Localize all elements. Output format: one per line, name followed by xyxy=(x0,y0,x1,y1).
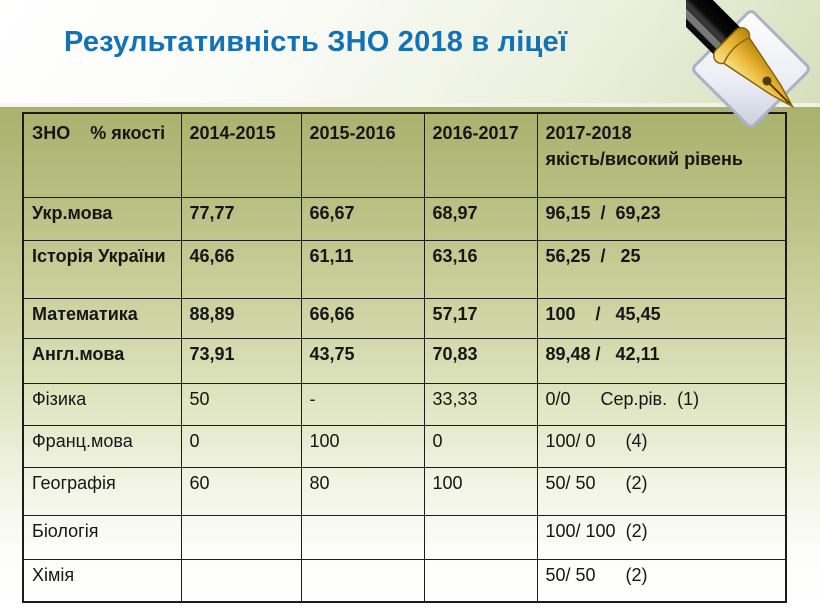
table-row: Математика 88,89 66,66 57,17 100 / 45,45 xyxy=(22,297,787,339)
cell-value: 80 xyxy=(300,466,425,516)
cell-value: 89,48 / 42,11 xyxy=(536,337,787,384)
cell-value: 50/ 50 (2) xyxy=(536,558,787,603)
cell-value: 33,33 xyxy=(423,382,538,426)
cell-value: 56,25 / 25 xyxy=(536,239,787,299)
header-year-2016-2017: 2016-2017 xyxy=(423,112,538,198)
table-row: Біологія 100/ 100 (2) xyxy=(22,514,787,560)
table-row: Англ.мова 73,91 43,75 70,83 89,48 / 42,1… xyxy=(22,337,787,384)
cell-subject: Хімія xyxy=(22,558,182,603)
cell-value: 43,75 xyxy=(300,337,425,384)
cell-value xyxy=(300,514,425,560)
cell-value: 0 xyxy=(180,424,302,468)
cell-value: 70,83 xyxy=(423,337,538,384)
cell-value: 61,11 xyxy=(300,239,425,299)
cell-value xyxy=(180,514,302,560)
table-row: Фізика 50 - 33,33 0/0 Сер.рів. (1) xyxy=(22,382,787,426)
cell-value: 100 xyxy=(423,466,538,516)
cell-value: 100/ 100 (2) xyxy=(536,514,787,560)
header-year-2014-2015: 2014-2015 xyxy=(180,112,302,198)
cell-subject: Математика xyxy=(22,297,182,339)
cell-value: 63,16 xyxy=(423,239,538,299)
cell-subject: Франц.мова xyxy=(22,424,182,468)
table-row: Укр.мова 77,77 66,67 68,97 96,15 / 69,23 xyxy=(22,196,787,241)
cell-value xyxy=(300,558,425,603)
cell-value xyxy=(180,558,302,603)
table-header-row: ЗНО % якості 2014-2015 2015-2016 2016-20… xyxy=(22,112,787,198)
cell-value: 66,66 xyxy=(300,297,425,339)
cell-value: 60 xyxy=(180,466,302,516)
fountain-pen-icon xyxy=(667,0,818,142)
cell-subject: Біологія xyxy=(22,514,182,560)
header-year-2017-2018: 2017-2018 якість/високий рівень xyxy=(536,112,787,198)
slide-title: Результативність ЗНО 2018 в ліцеї xyxy=(64,26,568,58)
header-year-2015-2016: 2015-2016 xyxy=(300,112,425,198)
cell-value: 50 xyxy=(180,382,302,426)
cell-value: 100/ 0 (4) xyxy=(536,424,787,468)
header-subject: ЗНО % якості xyxy=(22,112,182,198)
cell-value: 73,91 xyxy=(180,337,302,384)
cell-value: 100 xyxy=(300,424,425,468)
cell-value: 66,67 xyxy=(300,196,425,241)
cell-value: 46,66 xyxy=(180,239,302,299)
table-row: Географія 60 80 100 50/ 50 (2) xyxy=(22,466,787,516)
cell-value xyxy=(423,514,538,560)
cell-value: 57,17 xyxy=(423,297,538,339)
cell-subject: Англ.мова xyxy=(22,337,182,384)
title-band-separator xyxy=(0,103,820,107)
cell-subject: Географія xyxy=(22,466,182,516)
table-row: Франц.мова 0 100 0 100/ 0 (4) xyxy=(22,424,787,468)
cell-subject: Фізика xyxy=(22,382,182,426)
cell-value: 50/ 50 (2) xyxy=(536,466,787,516)
cell-value: 96,15 / 69,23 xyxy=(536,196,787,241)
cell-value: - xyxy=(300,382,425,426)
cell-value: 68,97 xyxy=(423,196,538,241)
cell-value: 0/0 Сер.рів. (1) xyxy=(536,382,787,426)
table-row: Хімія 50/ 50 (2) xyxy=(22,558,787,603)
cell-subject: Укр.мова xyxy=(22,196,182,241)
cell-value: 0 xyxy=(423,424,538,468)
cell-value xyxy=(423,558,538,603)
zno-results-table: ЗНО % якості 2014-2015 2015-2016 2016-20… xyxy=(22,112,787,603)
cell-value: 88,89 xyxy=(180,297,302,339)
cell-subject: Історія України xyxy=(22,239,182,299)
cell-value: 77,77 xyxy=(180,196,302,241)
cell-value: 100 / 45,45 xyxy=(536,297,787,339)
table-row: Історія України 46,66 61,11 63,16 56,25 … xyxy=(22,239,787,299)
